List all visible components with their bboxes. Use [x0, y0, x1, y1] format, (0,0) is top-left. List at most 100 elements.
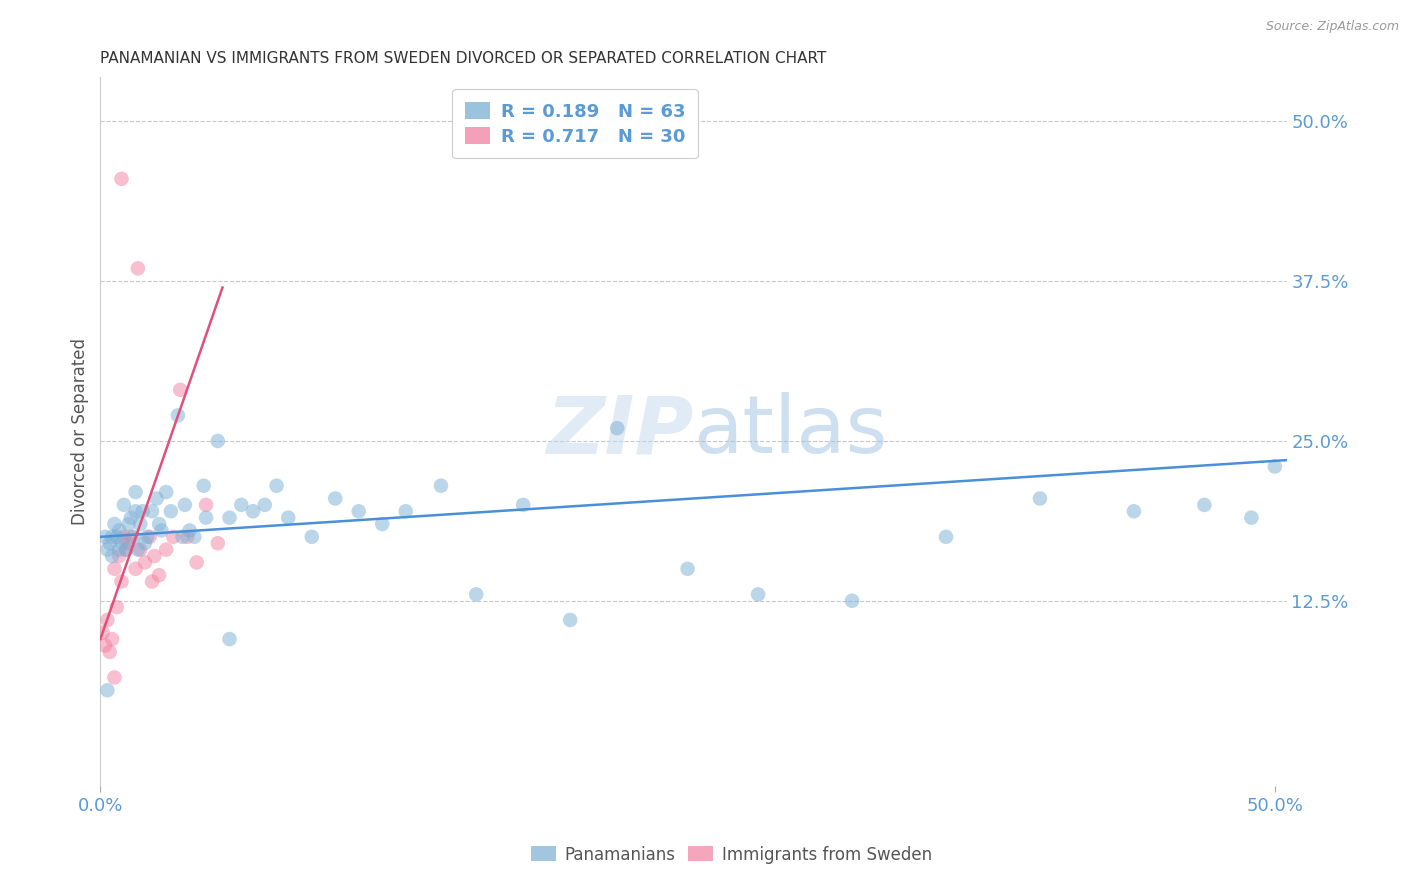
Point — [105, 600, 128, 615]
Point — [124, 562, 146, 576]
Point — [747, 587, 769, 601]
Point — [395, 504, 418, 518]
Text: atlas: atlas — [693, 392, 887, 470]
Text: Source: ZipAtlas.com: Source: ZipAtlas.com — [1265, 20, 1399, 33]
Point — [134, 555, 156, 569]
Point — [1194, 498, 1216, 512]
Point — [138, 530, 160, 544]
Point — [148, 516, 170, 531]
Point — [129, 542, 152, 557]
Point — [117, 536, 139, 550]
Point — [110, 172, 132, 186]
Point — [207, 536, 229, 550]
Point — [115, 542, 138, 557]
Point — [108, 524, 131, 538]
Point — [301, 530, 323, 544]
Point — [347, 504, 370, 518]
Point — [141, 574, 163, 589]
Point — [120, 510, 142, 524]
Point — [253, 498, 276, 512]
Point — [186, 555, 208, 569]
Text: PANAMANIAN VS IMMIGRANTS FROM SWEDEN DIVORCED OR SEPARATED CORRELATION CHART: PANAMANIAN VS IMMIGRANTS FROM SWEDEN DIV… — [100, 51, 827, 66]
Point — [96, 542, 118, 557]
Point — [136, 530, 159, 544]
Point — [266, 478, 288, 492]
Point — [176, 530, 198, 544]
Point — [129, 516, 152, 531]
Point — [98, 536, 121, 550]
Point — [124, 504, 146, 518]
Point — [169, 383, 191, 397]
Point — [134, 536, 156, 550]
Point — [108, 549, 131, 563]
Point — [218, 510, 240, 524]
Point — [103, 562, 125, 576]
Point — [112, 530, 135, 544]
Point — [195, 510, 218, 524]
Point — [430, 478, 453, 492]
Point — [162, 530, 184, 544]
Point — [218, 632, 240, 646]
Point — [195, 498, 218, 512]
Point — [935, 530, 957, 544]
Point — [465, 587, 488, 601]
Point — [98, 645, 121, 659]
Point — [124, 485, 146, 500]
Point — [115, 542, 138, 557]
Point — [242, 504, 264, 518]
Point — [101, 530, 124, 544]
Point — [131, 504, 153, 518]
Point — [560, 613, 582, 627]
Point — [94, 530, 117, 544]
Legend: R = 0.189   N = 63, R = 0.717   N = 30: R = 0.189 N = 63, R = 0.717 N = 30 — [451, 89, 697, 159]
Point — [101, 549, 124, 563]
Point — [179, 524, 201, 538]
Point — [103, 516, 125, 531]
Point — [117, 516, 139, 531]
Point — [143, 549, 166, 563]
Legend: Panamanians, Immigrants from Sweden: Panamanians, Immigrants from Sweden — [524, 839, 938, 871]
Point — [145, 491, 167, 506]
Point — [96, 683, 118, 698]
Point — [110, 536, 132, 550]
Point — [1122, 504, 1144, 518]
Point — [1240, 510, 1263, 524]
Point — [122, 530, 145, 544]
Point — [103, 670, 125, 684]
Point — [1029, 491, 1052, 506]
Point — [150, 524, 173, 538]
Point — [841, 593, 863, 607]
Point — [155, 485, 177, 500]
Point — [91, 625, 114, 640]
Point — [606, 421, 628, 435]
Point — [127, 261, 149, 276]
Point — [94, 639, 117, 653]
Text: ZIP: ZIP — [546, 392, 693, 470]
Point — [512, 498, 534, 512]
Point — [96, 613, 118, 627]
Point — [1264, 459, 1286, 474]
Point — [101, 632, 124, 646]
Point — [110, 574, 132, 589]
Point — [277, 510, 299, 524]
Point — [172, 530, 194, 544]
Y-axis label: Divorced or Separated: Divorced or Separated — [72, 338, 89, 524]
Point — [120, 530, 142, 544]
Point — [108, 542, 131, 557]
Point — [207, 434, 229, 448]
Point — [148, 568, 170, 582]
Point — [127, 542, 149, 557]
Point — [105, 530, 128, 544]
Point — [112, 498, 135, 512]
Point — [231, 498, 253, 512]
Point — [155, 542, 177, 557]
Point — [323, 491, 346, 506]
Point — [371, 516, 394, 531]
Point — [141, 504, 163, 518]
Point — [174, 498, 197, 512]
Point — [193, 478, 215, 492]
Point — [676, 562, 699, 576]
Point — [167, 409, 190, 423]
Point — [159, 504, 181, 518]
Point — [183, 530, 205, 544]
